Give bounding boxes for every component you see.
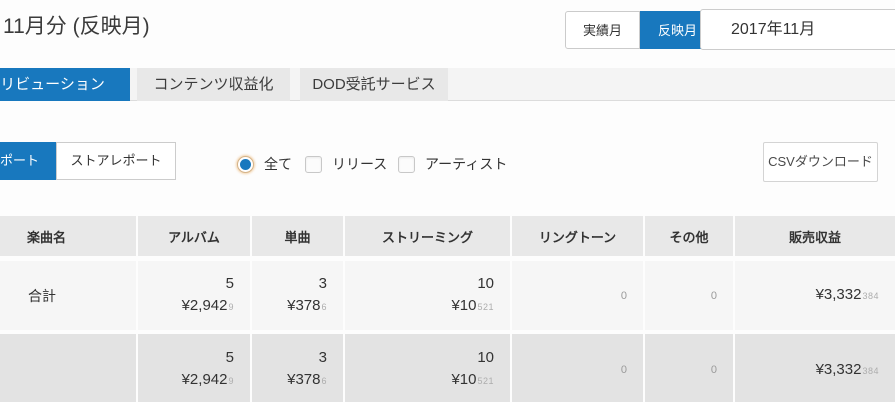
ringtone-count: 0 (620, 364, 627, 376)
radio-dot-icon (240, 158, 251, 170)
single-amount: ¥3786 (287, 371, 327, 388)
ringtone-cell: 0 (512, 334, 645, 402)
checkbox-icon[interactable] (305, 155, 322, 173)
album-count: 5 (225, 349, 234, 366)
ringtone-cell: 0 (512, 261, 645, 330)
album-amount-decimal: 9 (228, 376, 234, 386)
revenue-amount: ¥3,332384 (815, 360, 879, 378)
csv-download-button[interactable]: CSVダウンロード (763, 142, 878, 182)
streaming-amount: ¥10521 (451, 296, 494, 314)
revenue-amount-decimal: 384 (862, 291, 879, 301)
revenue-cell: ¥3,332384 (735, 261, 895, 330)
table-row-song[interactable]: 2 5 ¥2,9429 3 ¥3786 10 ¥10521 0 0 ¥3,332… (0, 334, 895, 402)
revenue-cell: ¥3,332384 (735, 334, 895, 402)
single-amount: ¥3786 (287, 296, 327, 314)
checkbox-artist-label: アーティスト (425, 156, 508, 172)
album-amount-decimal: 9 (228, 301, 234, 312)
tab-dod-service[interactable]: DOD受託サービス (300, 68, 448, 101)
month-select[interactable]: 2017年11月 (700, 9, 895, 50)
streaming-amount: ¥10521 (451, 371, 494, 388)
single-cell: 3 ¥3786 (252, 334, 345, 402)
main-tab-bar: トリビューション コンテンツ収益化 DOD受託サービス (0, 68, 895, 101)
column-header-ringtone: リングトーン (512, 216, 645, 256)
sales-report-table: 楽曲名 アルバム 単曲 ストリーミング リングトーン その他 販売収益 合計 5… (0, 216, 895, 402)
album-amount: ¥2,9429 (181, 296, 234, 314)
album-cell: 5 ¥2,9429 (138, 261, 252, 330)
streaming-count: 10 (477, 274, 494, 292)
report-tab[interactable]: レポート (0, 142, 56, 180)
tab-distribution[interactable]: トリビューション (0, 68, 130, 101)
other-cell: 0 (645, 261, 735, 330)
page-title: 11月分 (反映月) (3, 15, 150, 38)
checkbox-icon[interactable] (398, 155, 415, 173)
song-name-cell: 合計 (0, 261, 138, 330)
column-header-revenue: 販売収益 (735, 216, 895, 256)
radio-all-label: 全て (264, 156, 292, 172)
checkbox-artist[interactable]: アーティスト (398, 154, 507, 174)
column-header-album: アルバム (138, 216, 252, 256)
column-header-other: その他 (645, 216, 735, 256)
single-count: 3 (318, 349, 327, 366)
single-amount-decimal: 6 (321, 376, 327, 386)
streaming-amount-decimal: 521 (477, 376, 494, 386)
revenue-amount: ¥3,332384 (815, 286, 879, 303)
streaming-count: 10 (477, 349, 494, 366)
tab-content-monetization[interactable]: コンテンツ収益化 (137, 68, 290, 101)
streaming-cell: 10 ¥10521 (345, 334, 512, 402)
checkbox-release[interactable]: リリース (305, 154, 387, 174)
table-row-total[interactable]: 合計 5 ¥2,9429 3 ¥3786 10 ¥10521 0 0 ¥3,33… (0, 261, 895, 330)
period-toggle-group: 実績月 反映月 (565, 11, 716, 49)
store-report-tab[interactable]: ストアレポート (56, 142, 176, 180)
radio-checked-icon[interactable] (237, 155, 254, 173)
other-cell: 0 (645, 334, 735, 402)
album-amount: ¥2,9429 (181, 371, 234, 388)
column-header-song-name: 楽曲名 (0, 216, 138, 256)
single-cell: 3 ¥3786 (252, 261, 345, 330)
column-header-single: 単曲 (252, 216, 345, 256)
single-count: 3 (318, 274, 327, 292)
ringtone-count: 0 (620, 289, 627, 302)
streaming-cell: 10 ¥10521 (345, 261, 512, 330)
actual-month-button[interactable]: 実績月 (565, 11, 641, 49)
other-count: 0 (710, 364, 717, 376)
single-amount-decimal: 6 (321, 301, 327, 312)
table-header-row: 楽曲名 アルバム 単曲 ストリーミング リングトーン その他 販売収益 (0, 216, 895, 256)
album-cell: 5 ¥2,9429 (138, 334, 252, 402)
checkbox-release-label: リリース (332, 156, 388, 172)
streaming-amount-decimal: 521 (477, 301, 494, 312)
revenue-amount-decimal: 384 (862, 365, 879, 376)
column-header-streaming: ストリーミング (345, 216, 512, 256)
song-name-cell: 2 (0, 334, 138, 402)
album-count: 5 (225, 274, 234, 292)
radio-all[interactable]: 全て (237, 154, 292, 174)
other-count: 0 (710, 289, 717, 302)
